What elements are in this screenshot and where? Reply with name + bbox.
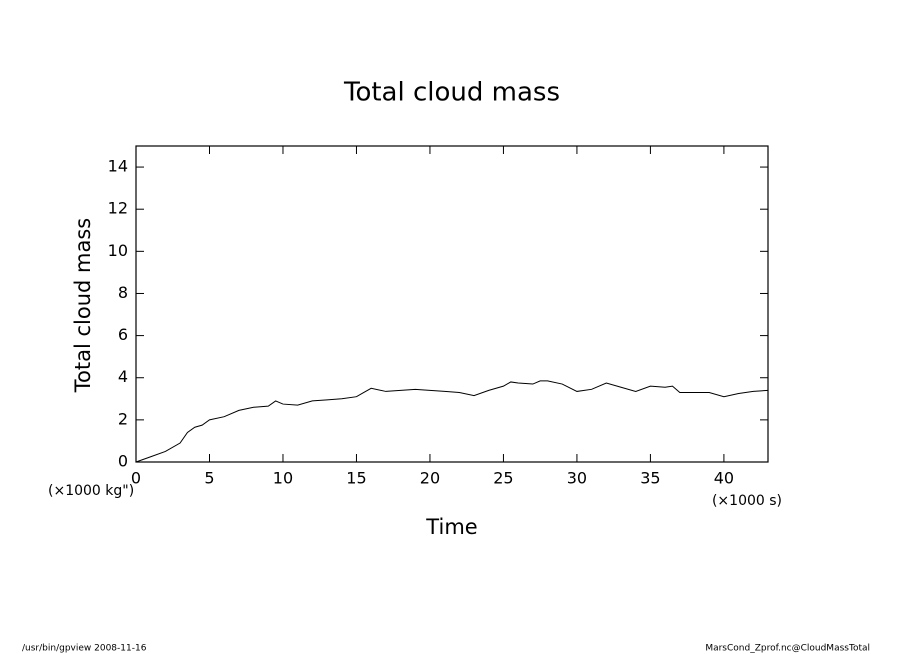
x-tick-label: 10 <box>273 469 293 488</box>
x-tick-label: 15 <box>346 469 366 488</box>
x-tick-label: 0 <box>131 469 141 488</box>
y-unit: (×1000 kg") <box>48 483 134 499</box>
x-tick-label: 25 <box>493 469 513 488</box>
y-tick-label: 8 <box>118 283 128 302</box>
x-tick-label: 35 <box>640 469 660 488</box>
y-tick-label: 12 <box>108 199 128 218</box>
x-unit: (×1000 s) <box>712 493 782 509</box>
footer-left: /usr/bin/gpview 2008-11-16 <box>22 644 147 654</box>
x-axis-label: Time <box>425 515 477 539</box>
y-axis-label: Total cloud mass <box>71 218 95 393</box>
y-tick-label: 4 <box>118 367 128 386</box>
x-tick-label: 20 <box>420 469 440 488</box>
data-line <box>135 380 769 463</box>
chart-title: Total cloud mass <box>343 78 560 108</box>
y-tick-label: 0 <box>118 452 128 471</box>
plot-frame <box>135 145 769 463</box>
x-tick-label: 30 <box>567 469 587 488</box>
y-tick-label: 2 <box>118 409 128 428</box>
y-tick-label: 10 <box>108 241 128 260</box>
y-tick-label: 6 <box>118 325 128 344</box>
x-tick-label: 40 <box>714 469 734 488</box>
footer-right: MarsCond_Zprof.nc@CloudMassTotal <box>705 644 870 654</box>
x-tick-label: 5 <box>204 469 214 488</box>
y-tick-label: 14 <box>108 157 128 176</box>
